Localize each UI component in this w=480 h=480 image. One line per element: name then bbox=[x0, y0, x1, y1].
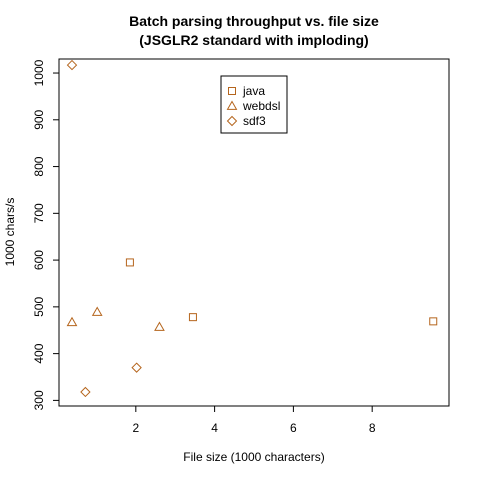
x-tick-label: 2 bbox=[132, 421, 139, 435]
legend-marker-webdsl bbox=[226, 100, 238, 110]
chart-title-line2: (JSGLR2 standard with imploding) bbox=[139, 32, 368, 48]
webdsl-point bbox=[154, 321, 165, 331]
webdsl-point bbox=[91, 306, 103, 316]
legend-label-sdf3: sdf3 bbox=[243, 114, 266, 128]
y-axis-label: 1000 chars/s bbox=[3, 198, 17, 267]
y-axis: 300 400 500 600 700 800 900 1000 bbox=[32, 59, 60, 410]
x-axis-label: File size (1000 characters) bbox=[183, 450, 324, 464]
y-tick-label: 500 bbox=[32, 297, 46, 317]
java-point bbox=[429, 317, 438, 326]
y-tick-label: 600 bbox=[32, 250, 46, 270]
data-points bbox=[66, 59, 438, 398]
legend-label-java: java bbox=[242, 84, 265, 98]
webdsl-point bbox=[66, 316, 78, 327]
y-tick-label: 700 bbox=[32, 203, 46, 223]
y-tick-label: 300 bbox=[32, 390, 46, 410]
legend-marker-java bbox=[228, 87, 236, 95]
y-tick-label: 1000 bbox=[32, 59, 46, 86]
x-axis: 2 4 6 8 bbox=[132, 405, 376, 435]
y-tick-label: 400 bbox=[32, 343, 46, 363]
x-tick-label: 8 bbox=[369, 421, 376, 435]
java-point bbox=[125, 258, 134, 267]
legend-box bbox=[220, 75, 288, 134]
sdf3-point bbox=[131, 362, 142, 373]
sdf3-point bbox=[66, 59, 78, 71]
y-tick-label: 900 bbox=[32, 109, 46, 129]
legend-label-webdsl: webdsl bbox=[242, 99, 280, 113]
y-tick-label: 800 bbox=[32, 156, 46, 176]
java-point bbox=[188, 313, 197, 322]
x-tick-label: 6 bbox=[290, 421, 297, 435]
chart-title-line1: Batch parsing throughput vs. file size bbox=[129, 13, 379, 29]
sdf3-point bbox=[80, 386, 91, 398]
x-tick-label: 4 bbox=[211, 421, 218, 435]
legend-marker-sdf3 bbox=[226, 115, 238, 127]
